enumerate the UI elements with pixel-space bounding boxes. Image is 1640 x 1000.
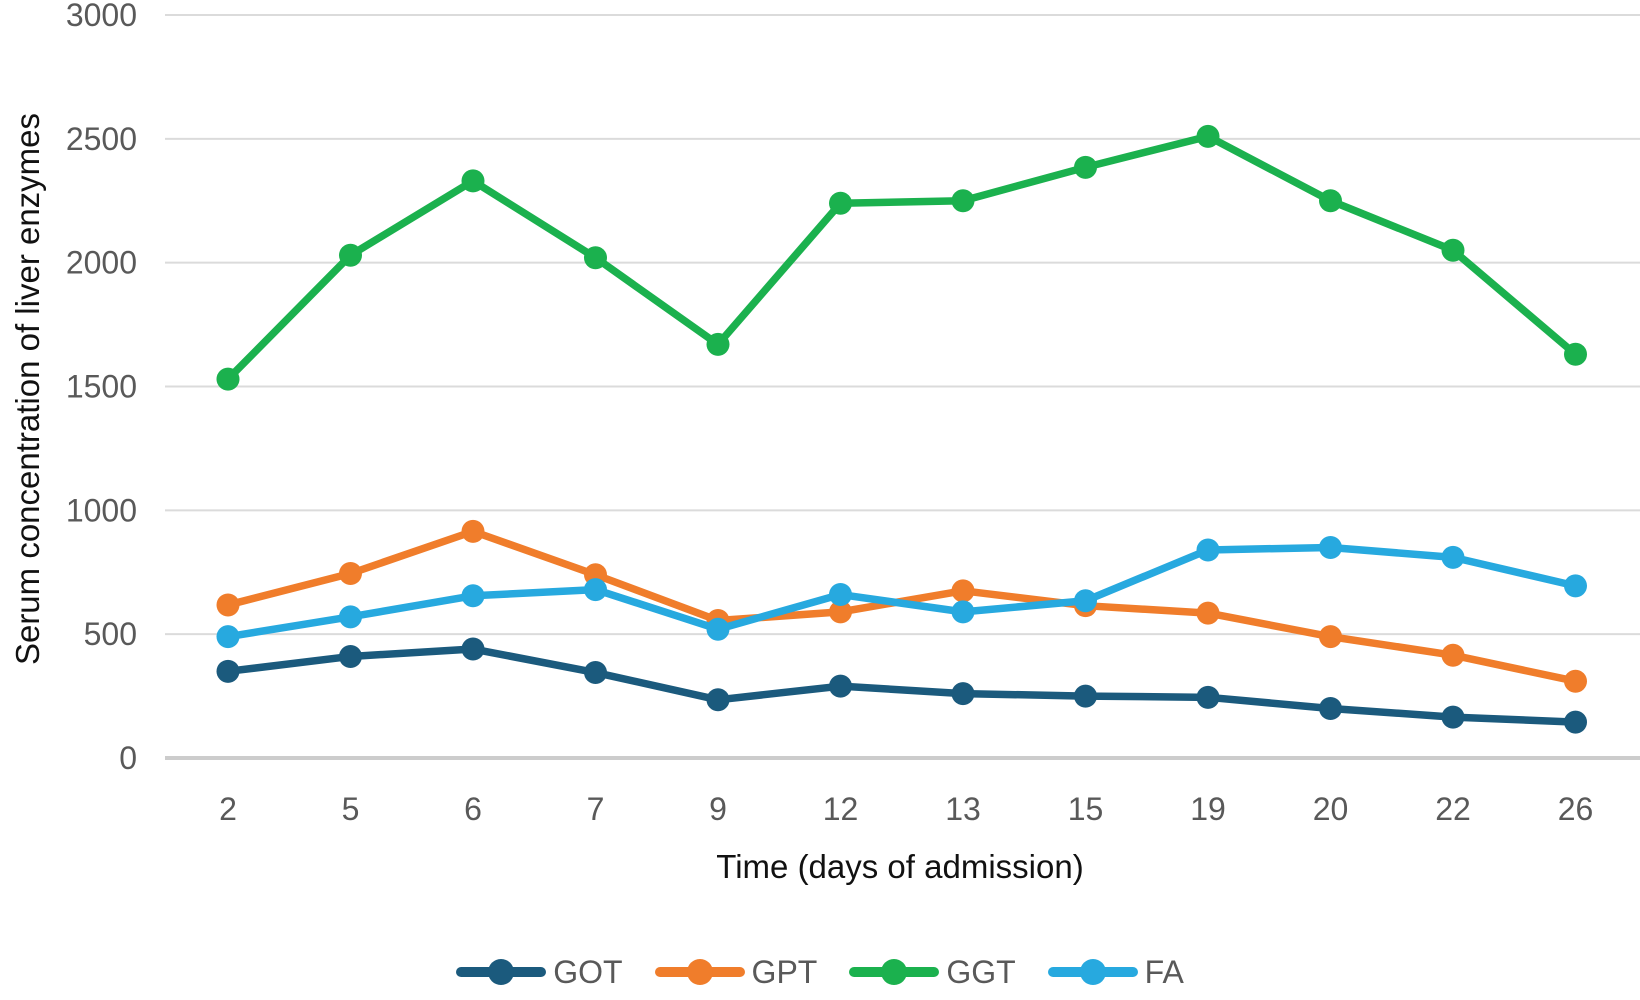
data-point	[1196, 124, 1220, 148]
data-point	[216, 367, 240, 391]
data-point	[1074, 589, 1097, 613]
y-tick-label: 1000	[66, 492, 137, 528]
x-axis-title: Time (days of admission)	[716, 848, 1084, 885]
data-point	[1196, 538, 1220, 562]
data-point	[829, 583, 852, 607]
gridlines	[165, 14, 1640, 760]
x-tick-label: 19	[1190, 791, 1226, 827]
y-tick-label: 500	[84, 616, 137, 652]
legend-item-gpt: GPT	[654, 954, 818, 990]
data-point	[584, 578, 607, 602]
data-point	[951, 600, 975, 624]
y-tick-label: 3000	[66, 0, 137, 33]
data-point	[1441, 643, 1465, 667]
data-point	[1319, 189, 1342, 213]
data-point	[216, 659, 240, 683]
data-point	[1441, 705, 1465, 729]
legend-item-ggt: GGT	[849, 954, 1016, 990]
legend-label: GGT	[946, 954, 1016, 990]
data-point	[1564, 574, 1587, 598]
data-point	[461, 637, 485, 661]
y-tick-label: 1500	[66, 369, 137, 405]
data-point	[339, 605, 362, 629]
legend-label: GPT	[751, 954, 818, 990]
series-got	[216, 637, 1587, 734]
legend-label: GOT	[553, 954, 623, 990]
data-point	[1196, 685, 1220, 709]
data-point	[1564, 710, 1587, 734]
data-point	[1319, 535, 1342, 559]
data-point	[339, 243, 362, 267]
x-tick-label: 2	[219, 791, 237, 827]
legend-dot	[488, 959, 515, 985]
x-tick-label: 5	[342, 791, 360, 827]
legend-label: FA	[1144, 954, 1184, 990]
data-point	[216, 625, 240, 649]
x-tick-label: 22	[1435, 791, 1471, 827]
legend-marker-icon	[654, 959, 745, 985]
data-point	[706, 688, 730, 712]
data-point	[829, 600, 852, 624]
x-tick-label: 13	[945, 791, 981, 827]
data-point	[1441, 238, 1465, 262]
data-point	[1196, 601, 1220, 625]
y-tick-label: 2500	[66, 121, 137, 157]
data-point	[1319, 696, 1342, 720]
x-tick-label: 7	[587, 791, 605, 827]
data-point	[461, 519, 485, 543]
data-point	[829, 191, 852, 215]
x-tick-label: 12	[823, 791, 859, 827]
data-point	[706, 332, 730, 356]
x-tick-label: 26	[1558, 791, 1594, 827]
y-tick-label: 0	[119, 740, 137, 776]
data-point	[584, 246, 607, 270]
legend-marker-icon	[456, 959, 547, 985]
x-tick-label: 9	[709, 791, 727, 827]
legend-item-got: GOT	[456, 954, 623, 990]
legend-dot	[1079, 959, 1106, 985]
data-point	[584, 661, 607, 685]
x-tick-label: 15	[1068, 791, 1104, 827]
series-fa	[216, 535, 1587, 649]
data-point	[1319, 625, 1342, 649]
data-point	[951, 682, 975, 706]
y-axis-title: Serum concentration of liver enzymes	[9, 112, 46, 666]
x-tick-label: 20	[1313, 791, 1349, 827]
x-tick-label: 6	[464, 791, 482, 827]
data-point	[1564, 669, 1587, 693]
data-point	[1564, 342, 1587, 366]
data-point	[951, 579, 975, 603]
data-point	[706, 617, 730, 641]
y-tick-labels: 0 500 1000 1500 2000 2500 3000	[66, 0, 137, 776]
data-point	[339, 644, 362, 668]
y-tick-label: 2000	[66, 245, 137, 281]
data-point	[1074, 155, 1097, 179]
data-point	[829, 674, 852, 698]
data-point	[461, 584, 485, 608]
legend-marker-icon	[1047, 959, 1138, 985]
legend-dot	[881, 959, 908, 985]
data-point	[1441, 545, 1465, 569]
series-line-fa	[224, 543, 1580, 641]
data-point	[461, 169, 485, 193]
series-line-ggt	[224, 132, 1580, 383]
data-point	[339, 561, 362, 585]
data-point	[951, 189, 975, 213]
legend: GOT GPT GGT FA	[0, 950, 1640, 994]
x-tick-labels: 2 5 6 7 9 12 13 15 19 20 22 26	[219, 791, 1593, 827]
legend-item-fa: FA	[1047, 954, 1184, 990]
data-point	[1074, 684, 1097, 708]
series-ggt	[216, 124, 1587, 391]
legend-marker-icon	[849, 959, 940, 985]
legend-dot	[686, 959, 713, 985]
data-point	[216, 593, 240, 617]
series-line-got	[224, 645, 1580, 726]
